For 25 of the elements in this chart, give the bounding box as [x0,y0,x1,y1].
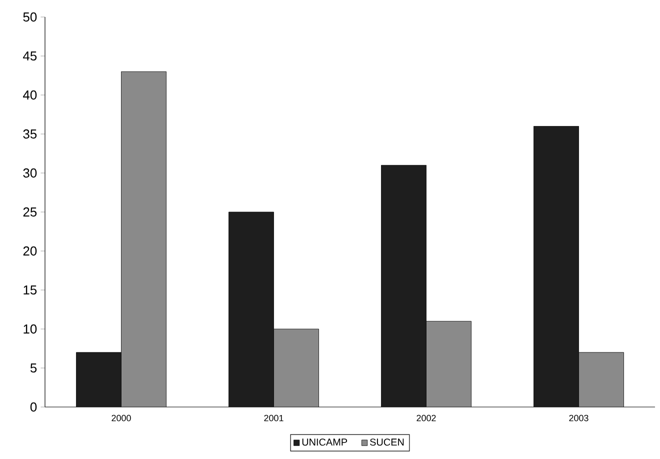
y-tick-label: 5 [30,363,37,373]
y-tick-label: 0 [30,402,37,412]
y-tick-label: 50 [23,12,37,22]
x-tick-label: 2002 [416,414,436,422]
y-tick-label: 40 [23,90,37,100]
x-tick-label: 2003 [569,414,588,422]
bar [228,212,274,407]
bar [76,352,122,407]
y-tick-label: 45 [23,51,37,61]
legend-label: UNICAMP [302,438,348,446]
y-tick-label: 25 [23,207,37,217]
y-tick-label: 10 [24,324,37,334]
x-tick-label: 2001 [264,414,284,422]
y-tick-label: 30 [23,168,37,178]
y-tick-label: 15 [24,285,37,295]
bar [121,72,166,407]
legend-label: SUCEN [370,438,404,446]
bar [578,352,624,407]
bar [274,329,319,407]
y-tick-label: 20 [23,246,37,256]
bar [426,321,472,407]
y-tick-label: 35 [23,129,37,139]
bar [381,165,426,407]
bar [534,126,579,407]
x-tick-label: 2000 [112,414,131,422]
